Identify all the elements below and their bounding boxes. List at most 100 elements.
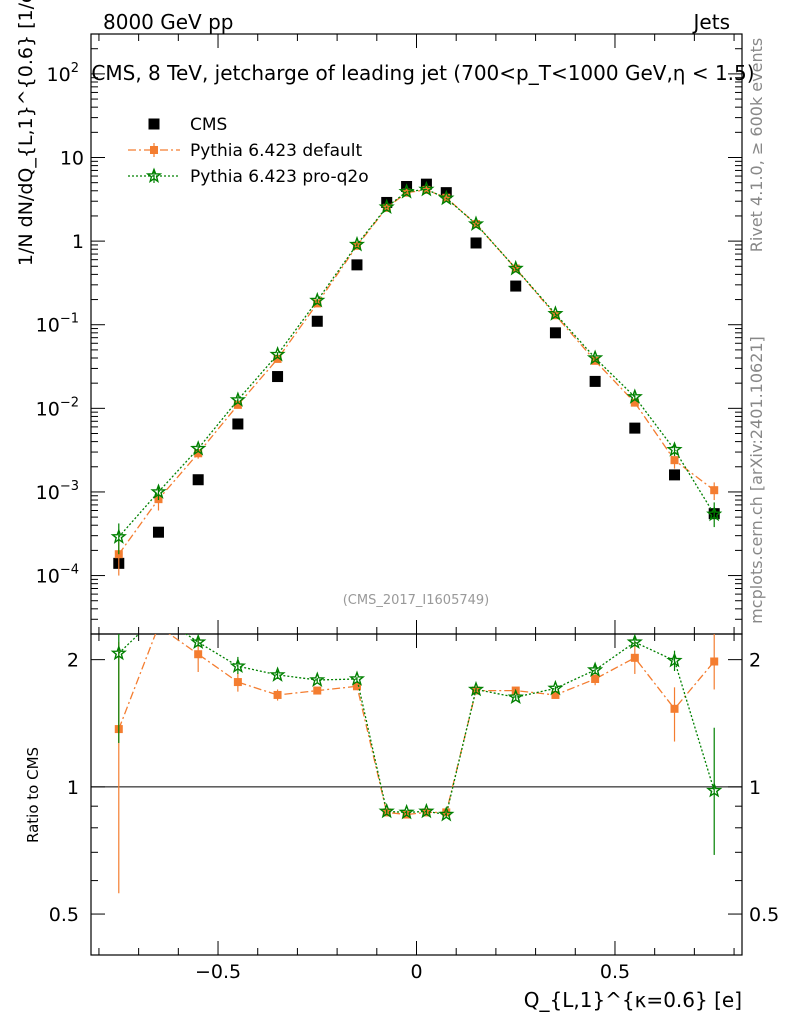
header-energy-label: 8000 GeV pp: [103, 10, 234, 34]
pythia-pro-q2o-point-5: [309, 671, 326, 687]
pythia-default-point-16: [670, 704, 679, 713]
pythia-default-point-3: [233, 400, 242, 409]
y-tick-label-main: 10−3: [36, 479, 79, 504]
pythia-default-point-15: [630, 653, 639, 662]
pythia-pro-q2o-point-6: [348, 235, 366, 252]
pythia-default-point-legend-1: [150, 146, 158, 154]
analysis-watermark: (CMS_2017_I1605749): [343, 593, 490, 608]
pythia-pro-q2o-point-11: [467, 680, 485, 697]
y-tick-mantissa: 10: [36, 482, 60, 504]
x-tick-label: 0: [410, 961, 422, 983]
pythia-default-point-17: [710, 657, 719, 666]
pythia-default-point-4: [273, 354, 282, 363]
pythia-pro-q2o-point-7: [378, 198, 395, 215]
pythia-default-point-1: [154, 622, 162, 630]
y-tick-exponent: −2: [60, 395, 79, 410]
y-tick-label-ratio-right: 0.5: [749, 904, 779, 926]
pythia-pro-q2o-point-5: [309, 291, 326, 308]
y-tick-label-ratio: 2: [67, 650, 79, 672]
pythia-default-point-13: [551, 690, 560, 699]
y-tick-exponent: −3: [60, 479, 79, 494]
pythia-pro-q2o-point-11: [467, 215, 485, 231]
pythia-default-point-8: [402, 188, 411, 197]
legend-label-2: Pythia 6.423 pro-q2o: [190, 167, 369, 187]
pythia-pro-q2o-point-4: [269, 666, 286, 682]
pythia-pro-q2o-point-16: [666, 441, 683, 457]
pythia-pro-q2o-point-0: [110, 644, 127, 661]
main-data-layer: [110, 178, 723, 576]
ratio-data-layer: [110, 609, 723, 894]
pythia-default-point-14: [591, 674, 600, 683]
ratio-series-0: [114, 622, 719, 894]
pythia-default-point-16: [670, 456, 679, 465]
y-tick-mantissa: 10: [60, 148, 84, 170]
pythia-default-point-17: [710, 486, 719, 495]
header-jets-label: Jets: [692, 10, 730, 34]
cms-point-4: [272, 371, 284, 383]
pythia-pro-q2o-point-17: [706, 782, 723, 798]
series-0: [113, 178, 720, 569]
legend-label-1: Pythia 6.423 default: [190, 141, 363, 161]
pythia-pro-q2o-point-14: [586, 661, 604, 677]
series-line-2: [118, 188, 715, 538]
pythia-default-point-2: [194, 449, 203, 458]
y-tick-mantissa: 10: [36, 566, 60, 588]
pythia-pro-q2o-point-2: [190, 634, 207, 650]
y-tick-label-main: 10: [60, 148, 84, 170]
cms-point-6: [351, 259, 363, 271]
pythia-default-point-3: [233, 678, 242, 687]
pythia-pro-q2o-point-12: [507, 259, 524, 276]
pythia-pro-q2o-point-14: [586, 349, 604, 365]
y-tick-label-main: 10−1: [36, 312, 79, 337]
cms-point-3: [232, 418, 244, 430]
side-label-rivet: Rivet 4.1.0, ≥ 600k events: [747, 38, 766, 252]
pythia-pro-q2o-point-8: [398, 803, 415, 820]
pythia-default-point-4: [273, 690, 282, 699]
y-tick-mantissa: 1: [72, 231, 84, 253]
y-tick-label-ratio: 1: [67, 777, 79, 799]
cms-point-15: [629, 422, 641, 434]
ratio-series-1: [110, 609, 723, 855]
pythia-pro-q2o-point-13: [547, 679, 564, 696]
pythia-pro-q2o-point-15: [626, 388, 643, 404]
y-tick-label-main: 10−2: [36, 395, 79, 420]
pythia-default-point-5: [313, 686, 322, 695]
cms-point-11: [470, 237, 482, 249]
cms-point-2: [192, 474, 204, 486]
pythia-pro-q2o-point-8: [398, 183, 415, 199]
x-tick-label: 0.5: [600, 961, 630, 983]
y-axis-label-ratio: Ratio to CMS: [24, 747, 42, 843]
ratio-line-1: [118, 634, 715, 816]
pythia-pro-q2o-point-17: [706, 505, 723, 522]
pythia-pro-q2o-point-15: [626, 634, 643, 650]
y-tick-label-main: 1: [72, 231, 84, 253]
y-tick-exponent: −4: [60, 563, 79, 578]
pythia-pro-q2o-point-12: [507, 688, 524, 705]
pythia-default-point-6: [352, 682, 361, 691]
y-tick-label-ratio-right: 1: [749, 777, 761, 799]
pythia-pro-q2o-point-1: [150, 483, 167, 499]
pythia-pro-q2o-point-10: [438, 805, 455, 822]
pythia-pro-q2o-point-1: [152, 609, 164, 621]
pythia-default-point-15: [630, 398, 639, 407]
y-tick-mantissa: 10: [47, 64, 71, 86]
cms-point-1: [152, 526, 164, 538]
series-1: [114, 185, 719, 576]
main-frame: [90, 33, 743, 635]
legend: CMS Pythia 6.423 default Pythia 6.423 pro-…: [128, 115, 369, 187]
y-tick-mantissa: 10: [36, 315, 60, 337]
series-line-1: [118, 189, 715, 555]
ratio-line-0: [118, 634, 715, 816]
ratio-frame: [90, 633, 743, 956]
cms-point-12: [510, 280, 522, 292]
main-clip-group: [110, 178, 723, 576]
series-2: [110, 180, 723, 555]
pythia-pro-q2o-point-7: [378, 802, 395, 819]
side-label-mcplots: mcplots.cern.ch [arXiv:2401.10621]: [747, 336, 766, 624]
x-axis-label: Q_{L,1}^{κ=0.6} [e]: [524, 988, 742, 1012]
y-tick-exponent: −1: [60, 312, 79, 327]
pythia-pro-q2o-point-3: [229, 391, 247, 407]
y-tick-exponent: 2: [71, 61, 79, 76]
y-axis-label-main: 1/N dN/dQ_{L,1}^{0.6} [1/e]: [15, 0, 37, 266]
